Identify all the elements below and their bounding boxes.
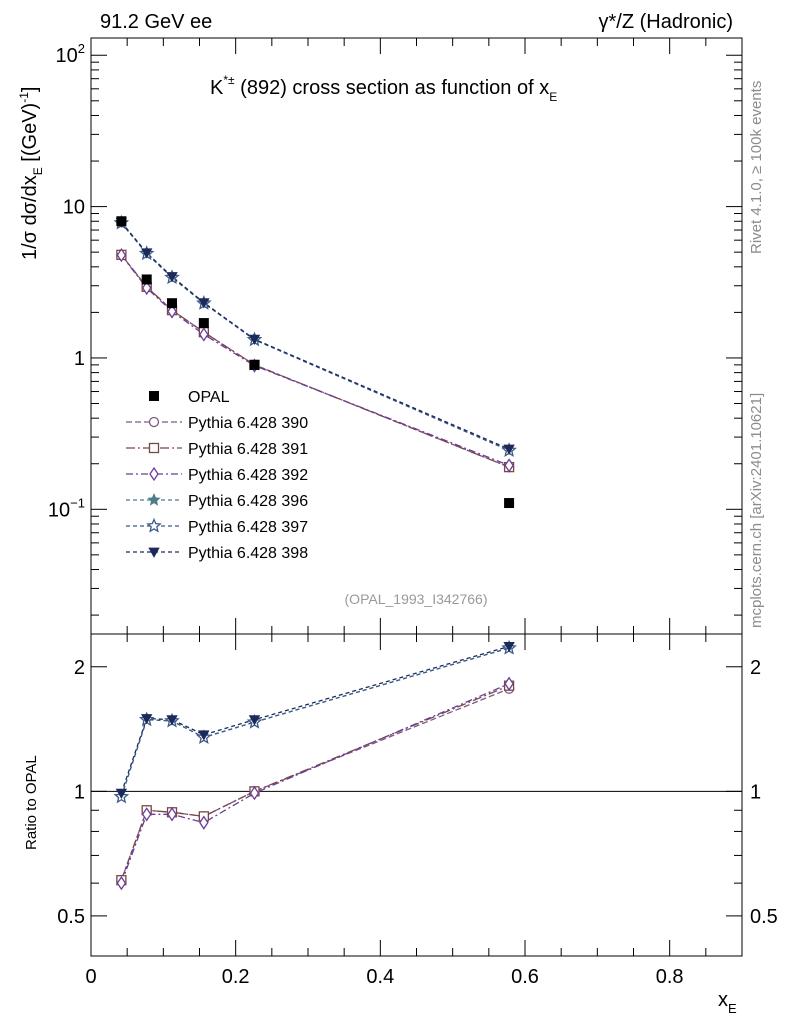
mcplots-label: mcplots.cern.ch [arXiv:2401.10621]	[748, 393, 765, 628]
x-tick-label: 0.2	[222, 966, 250, 988]
y-tick-label-base: 10	[48, 499, 70, 521]
series-point-main	[167, 304, 177, 319]
series-point-main	[199, 327, 209, 342]
series-point-ratio	[116, 875, 127, 891]
legend-marker	[148, 547, 160, 558]
y-tick-label-ratio-right: 1	[750, 781, 761, 803]
legend-label: Pythia 6.428 392	[188, 467, 308, 484]
legend-label-opal: OPAL	[188, 389, 230, 406]
main-title: K*± (892) cross section as function of x…	[210, 73, 557, 104]
series-point-main	[198, 298, 210, 309]
data-point-opal	[249, 359, 260, 370]
data-point-opal	[167, 298, 178, 309]
y-tick-label-ratio-right: 0.5	[750, 906, 778, 928]
legend: OPAL Pythia 6.428 390 Pythia 6.428 391 Pyth…	[126, 389, 308, 562]
legend-marker-opal	[149, 391, 159, 401]
data-point-opal	[198, 318, 209, 329]
analysis-id-label: (OPAL_1993_I342766)	[345, 591, 488, 607]
y-tick-label-main: 10−1	[48, 495, 85, 521]
series-line-ratio	[120, 647, 510, 798]
legend-marker	[148, 442, 160, 454]
y-tick-label-base: 10	[56, 45, 78, 67]
x-tick-label: 0.8	[656, 966, 684, 988]
y-tick-label-ratio: 0.5	[57, 906, 85, 928]
y-tick-label-base: 10	[63, 197, 85, 219]
x-tick-label: 0	[85, 966, 96, 988]
legend-marker	[149, 466, 159, 482]
series-line-ratio	[120, 683, 510, 884]
legend-label: Pythia 6.428 390	[188, 415, 308, 432]
series-point-main	[503, 444, 515, 455]
legend-label: Pythia 6.428 397	[188, 519, 308, 536]
series-line-main	[120, 254, 510, 467]
series-point-ratio	[166, 715, 178, 726]
series-point-ratio	[198, 730, 210, 741]
data-point-opal	[504, 498, 515, 509]
rivet-version-label: Rivet 4.1.0, ≥ 100k events	[748, 81, 765, 254]
legend-marker	[148, 416, 160, 428]
ratio-y-axis-label: Ratio to OPAL	[23, 755, 40, 850]
y-tick-label-ratio: 2	[74, 657, 85, 679]
y-tick-label-base: 1	[74, 348, 85, 370]
series-point-ratio	[141, 714, 153, 725]
series-line-main	[120, 254, 510, 468]
y-tick-label-main: 1	[74, 348, 85, 370]
x-tick-label: 0.6	[511, 966, 539, 988]
y-tick-label-main: 102	[56, 41, 85, 67]
series-point-main	[116, 247, 127, 263]
series-point-ratio	[248, 715, 261, 726]
legend-label: Pythia 6.428 391	[188, 441, 308, 458]
x-axis-label: xE	[718, 989, 737, 1016]
legend-marker	[147, 492, 161, 506]
y-tick-label-exponent: 2	[78, 41, 85, 56]
y-tick-label-main: 10	[63, 197, 85, 219]
series-line-ratio	[120, 647, 510, 798]
series-line-ratio	[120, 645, 510, 794]
series-line-main	[120, 221, 510, 450]
ratio-series-lines	[113, 639, 517, 891]
series-point-main	[504, 458, 514, 473]
series-point-ratio	[199, 815, 209, 830]
legend-marker	[146, 517, 162, 533]
series-line-main	[120, 222, 510, 451]
y-tick-label-ratio-right: 2	[750, 657, 761, 679]
series-line-ratio	[120, 685, 510, 881]
y-tick-label-ratio: 1	[74, 781, 85, 803]
series-line-main	[120, 254, 510, 468]
series-point-main	[141, 280, 152, 296]
series-point-main	[141, 248, 153, 259]
legend-label: Pythia 6.428 398	[188, 545, 308, 562]
series-line-ratio	[120, 688, 510, 881]
energy-label: 91.2 GeV ee	[100, 11, 212, 33]
data-point-opal	[141, 274, 152, 285]
series-line-main	[120, 222, 510, 451]
series-point-ratio	[141, 807, 152, 822]
ratio-plot-frame	[90, 633, 743, 957]
series-point-ratio	[249, 785, 260, 801]
data-point-opal	[116, 216, 127, 227]
main-series-lines	[113, 214, 517, 509]
series-point-ratio	[504, 676, 514, 691]
process-label: γ*/Z (Hadronic)	[599, 11, 733, 33]
series-point-ratio	[167, 807, 177, 822]
series-point-main	[248, 334, 261, 346]
series-point-ratio	[503, 641, 515, 653]
y-tick-label-exponent: −1	[70, 495, 85, 510]
x-tick-label: 0.4	[366, 966, 394, 988]
series-point-ratio	[115, 788, 128, 799]
series-point-main	[166, 272, 178, 283]
legend-label: Pythia 6.428 396	[188, 493, 308, 510]
main-y-axis-label: 1/σ dσ/dxE [(GeV)-1]	[17, 87, 45, 260]
